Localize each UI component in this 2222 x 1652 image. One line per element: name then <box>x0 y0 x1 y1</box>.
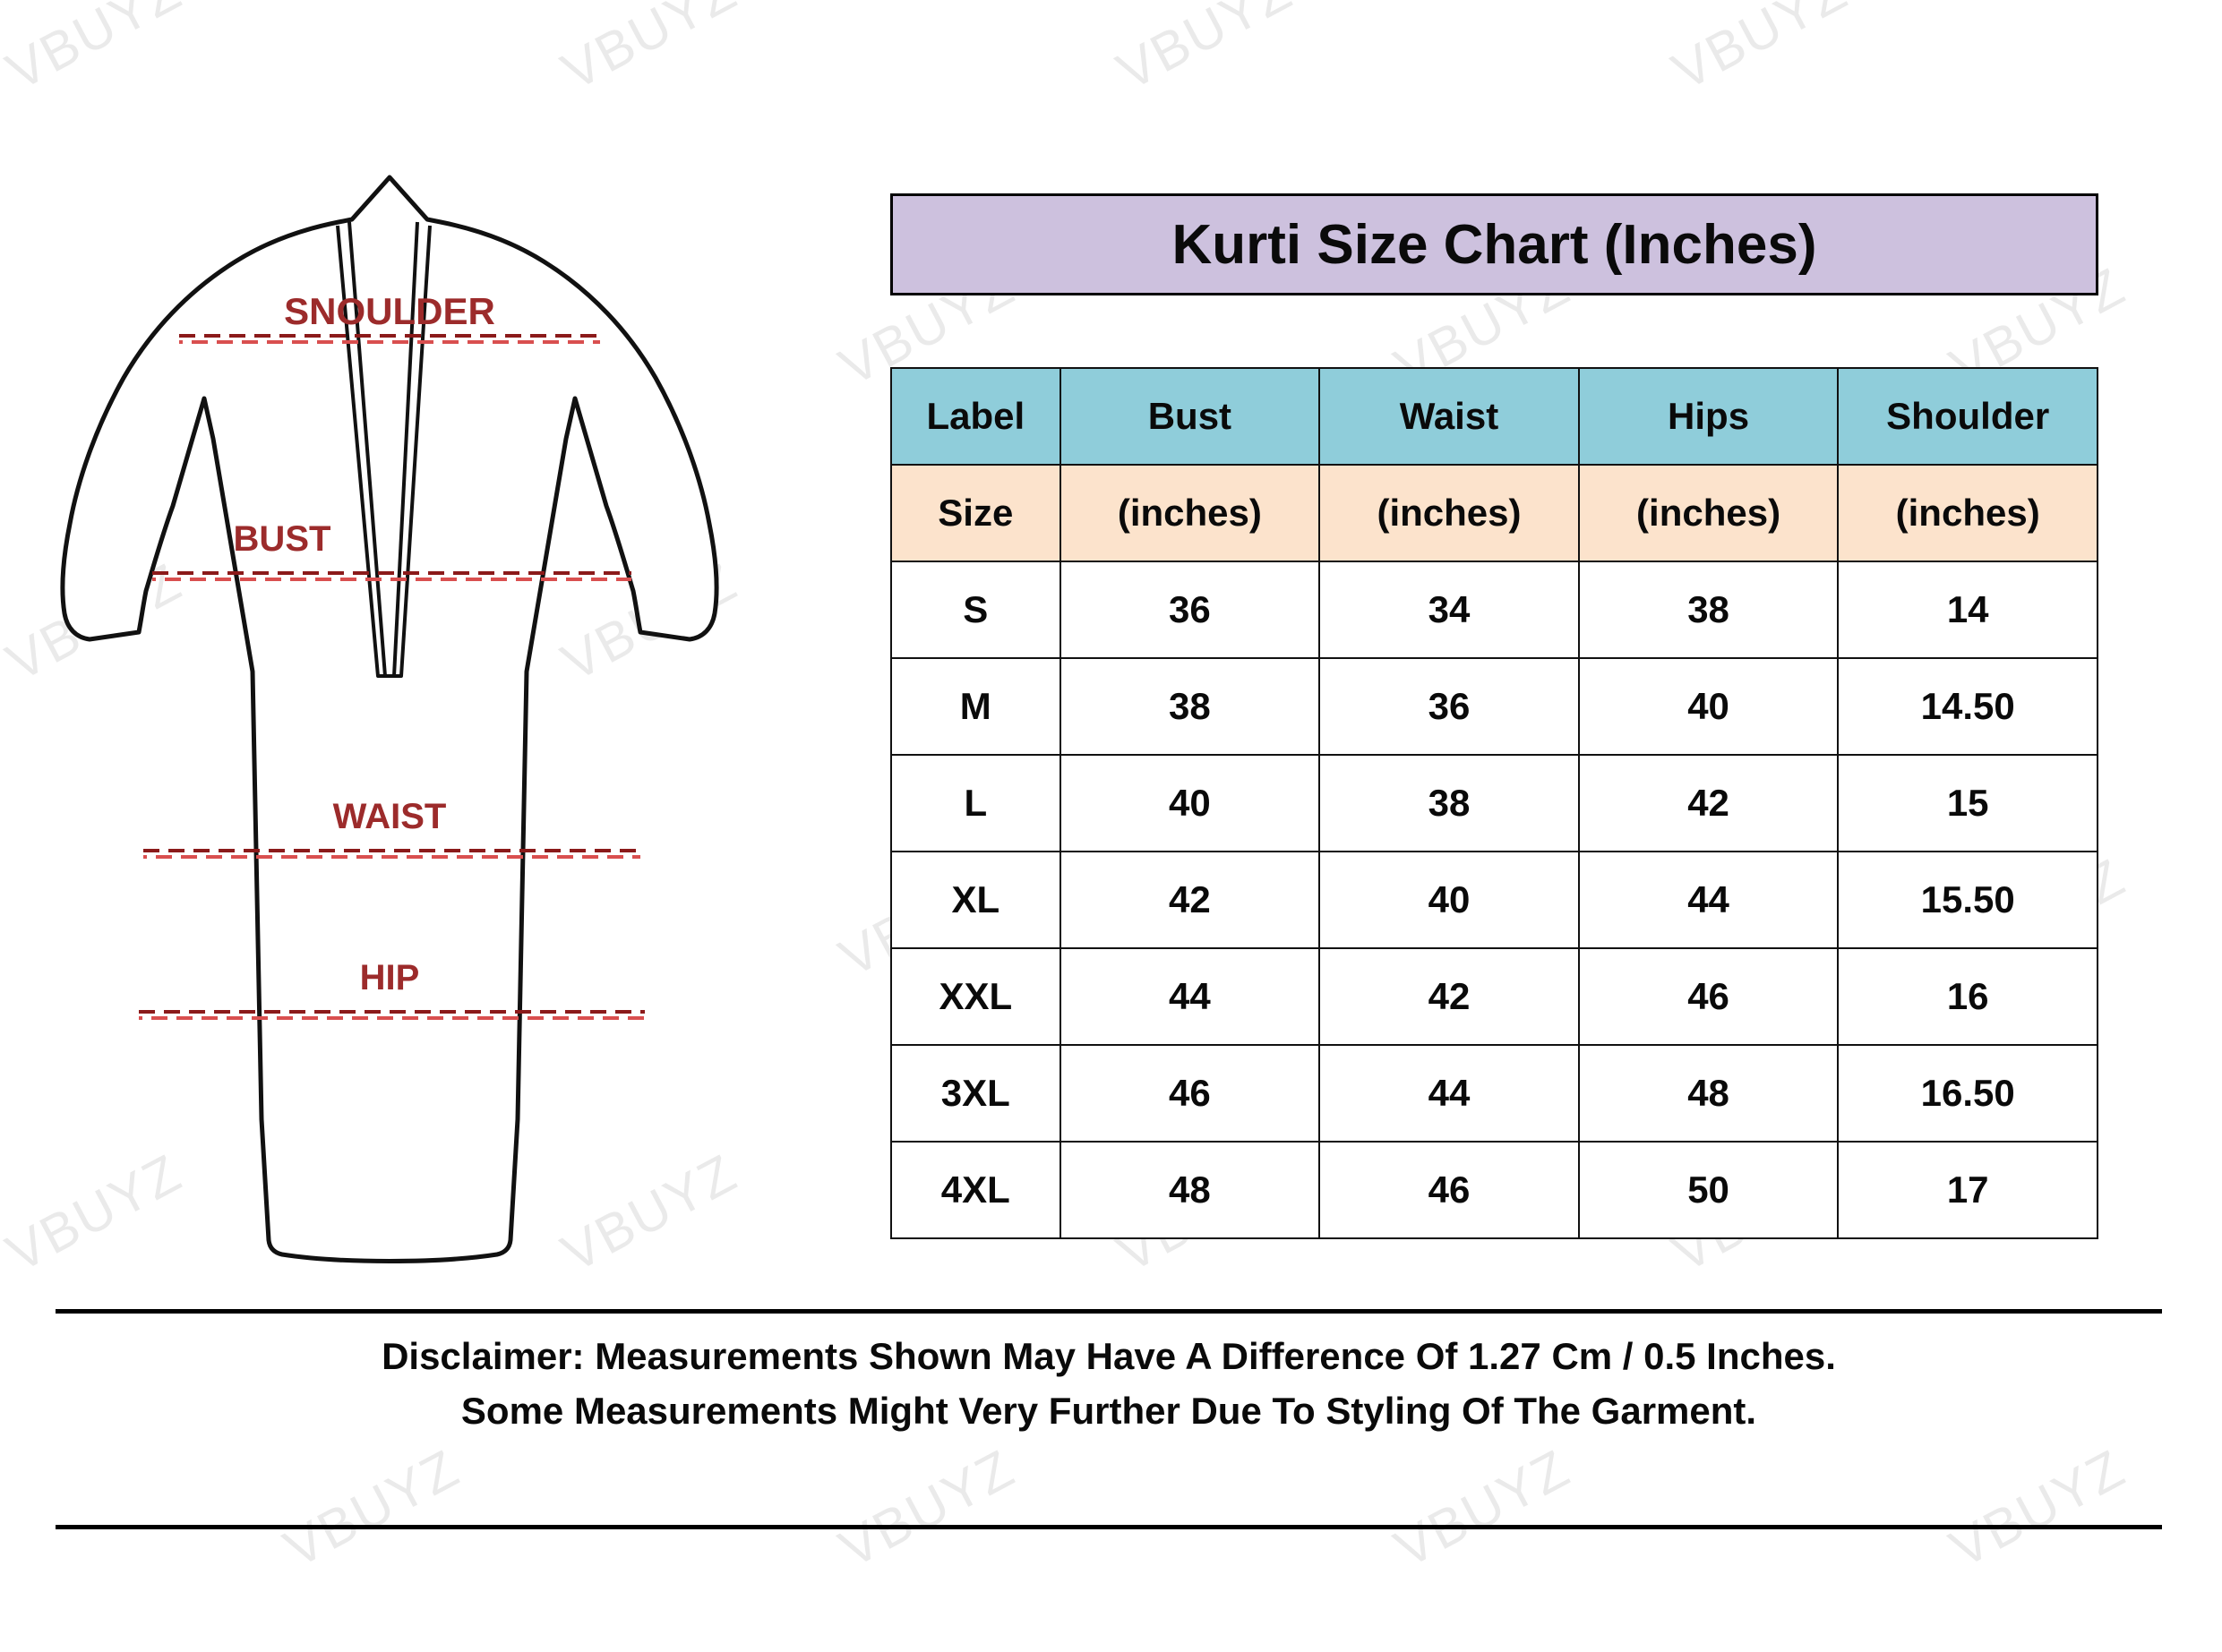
svg-text:HIP: HIP <box>360 958 420 997</box>
svg-text:WAIST: WAIST <box>333 797 447 836</box>
svg-text:SNOULDER: SNOULDER <box>284 290 495 332</box>
svg-text:BUST: BUST <box>234 519 331 559</box>
